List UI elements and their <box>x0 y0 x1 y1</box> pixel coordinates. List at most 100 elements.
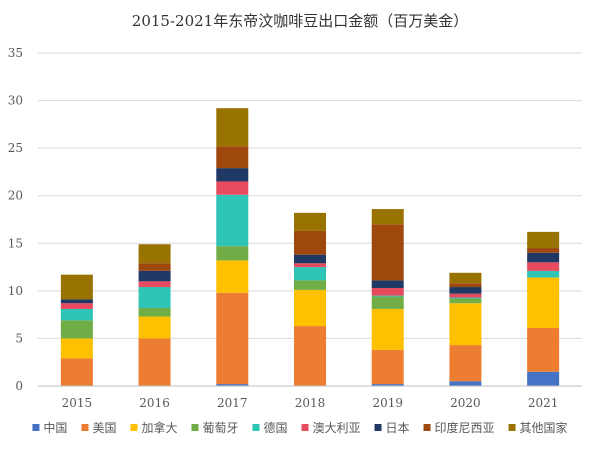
bar-segment <box>138 263 171 271</box>
y-tick-label: 5 <box>15 331 23 345</box>
bar-segment <box>216 181 249 195</box>
legend-swatch <box>423 424 431 431</box>
bar-segment <box>449 345 482 382</box>
bar-segment <box>371 209 404 225</box>
legend-swatch <box>191 424 199 431</box>
legend-label: 日本 <box>386 421 410 435</box>
bar-segment <box>371 308 404 350</box>
bar-segment <box>527 327 560 372</box>
legend: 中国 美国 加拿大 葡萄牙 德国 澳大利亚 日本 印度尼西亚 其他国家 <box>32 420 568 435</box>
bar-segment <box>60 338 93 359</box>
bar-segment <box>216 246 249 261</box>
bar-segment <box>138 307 171 317</box>
bar-segment <box>60 308 93 321</box>
legend-item: 其他国家 <box>508 420 568 435</box>
x-tick-label: 2015 <box>62 396 93 410</box>
bar-segment <box>138 287 171 308</box>
bar-segment <box>216 146 249 169</box>
bar-segment <box>527 252 560 263</box>
bar-segment <box>527 262 560 271</box>
legend-swatch <box>130 424 138 431</box>
bar-segment <box>371 224 404 281</box>
bar-segment <box>527 371 560 386</box>
bar-segment <box>371 280 404 289</box>
legend-label: 葡萄牙 <box>202 421 238 435</box>
legend-item: 中国 <box>32 420 67 435</box>
bar-segment <box>294 267 326 281</box>
bar-segment <box>371 296 404 309</box>
bar-segment <box>527 270 560 278</box>
legend-swatch <box>508 424 516 431</box>
legend-swatch <box>374 424 382 431</box>
bar-segment <box>60 299 93 304</box>
y-tick-label: 0 <box>15 379 23 393</box>
legend-item: 澳大利亚 <box>301 421 361 435</box>
y-tick-label: 25 <box>8 141 23 155</box>
legend-label: 其他国家 <box>520 420 568 435</box>
bar-segment <box>371 384 404 386</box>
bar-segment <box>294 280 326 290</box>
x-tick-label: 2017 <box>217 396 248 410</box>
bar-segment <box>216 194 249 247</box>
bar-segment <box>138 316 171 339</box>
bar-segment <box>449 303 482 346</box>
legend-item: 印度尼西亚 <box>423 420 495 435</box>
legend-swatch <box>252 424 260 431</box>
legend-swatch <box>81 424 89 431</box>
bar-segment <box>216 260 249 293</box>
y-tick-label: 30 <box>8 94 23 108</box>
bar-segment <box>527 231 560 249</box>
bar-segment <box>527 248 560 253</box>
bars <box>60 108 560 386</box>
legend-label: 德国 <box>263 420 287 435</box>
bar-segment <box>449 287 482 294</box>
x-tick-label: 2020 <box>450 396 481 410</box>
bar-segment <box>449 293 482 298</box>
chart-title: 2015-2021年东帝汶咖啡豆出口金额（百万美金） <box>132 12 468 30</box>
legend-item: 葡萄牙 <box>191 421 238 435</box>
y-tick-label: 10 <box>8 284 23 298</box>
bar-segment <box>294 289 326 327</box>
bar-segment <box>449 298 482 304</box>
bar-segment <box>216 108 249 147</box>
y-tick-label: 20 <box>8 189 23 203</box>
legend-label: 美国 <box>92 421 116 435</box>
y-tick-label: 15 <box>8 236 23 250</box>
x-tick-label: 2018 <box>295 396 326 410</box>
bar-segment <box>138 281 171 288</box>
legend-item: 日本 <box>374 421 410 435</box>
bar-segment <box>527 277 560 328</box>
bar-segment <box>138 270 171 282</box>
legend-label: 印度尼西亚 <box>435 420 495 435</box>
y-axis-ticks: 0 5 10 15 20 25 30 35 <box>8 46 23 393</box>
bar-segment <box>449 297 482 299</box>
bar-segment <box>371 295 404 297</box>
bar-segment <box>294 326 326 386</box>
bar-segment <box>294 230 326 255</box>
y-tick-label: 35 <box>8 46 23 60</box>
bar-segment <box>371 349 404 385</box>
bar-segment <box>294 263 326 268</box>
bar-segment <box>449 381 482 386</box>
legend-item: 德国 <box>252 420 288 435</box>
bar-segment <box>216 292 249 385</box>
bar-segment <box>60 358 93 386</box>
x-tick-label: 2016 <box>139 396 170 410</box>
bar-segment <box>216 168 249 182</box>
legend-label: 加拿大 <box>141 420 177 435</box>
bar-segment <box>138 244 171 264</box>
legend-swatch <box>301 424 309 431</box>
x-axis-ticks: 2015 2016 2017 2018 2019 2020 2021 <box>62 396 559 410</box>
bar-segment <box>449 283 482 288</box>
bar-segment <box>216 384 249 386</box>
legend-item: 加拿大 <box>130 420 177 435</box>
legend-swatch <box>32 424 40 431</box>
bar-segment <box>371 288 404 296</box>
bar-segment <box>294 212 326 231</box>
bar-segment <box>60 303 93 309</box>
legend-item: 美国 <box>81 421 116 435</box>
legend-label: 中国 <box>43 420 67 435</box>
bar-segment <box>449 272 482 284</box>
x-tick-label: 2019 <box>372 396 403 410</box>
